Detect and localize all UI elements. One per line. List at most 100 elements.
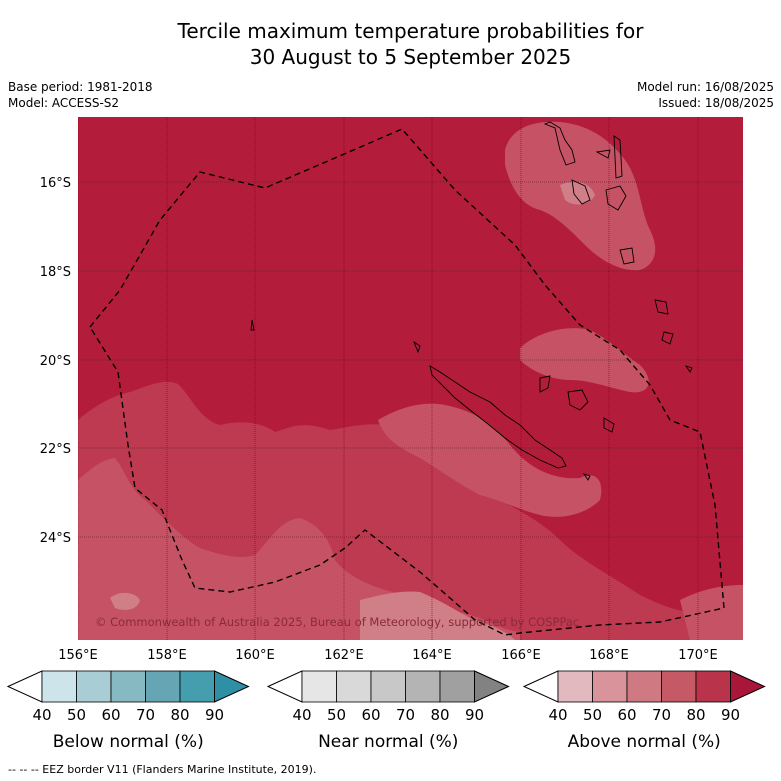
colorbar-tick-label: 50: [67, 706, 86, 724]
lat-tick-label: 20°S: [40, 354, 71, 369]
colorbar-tick-label: 80: [686, 706, 705, 724]
colorbar-max-arrow: [474, 670, 510, 703]
colorbar-tick-label: 70: [136, 706, 155, 724]
colorbar: 40 50 60 70 80 90 Near normal (%): [266, 670, 510, 752]
copyright-text: © Commonwealth of Australia 2025, Bureau…: [95, 615, 579, 629]
island-loyalty-1: [539, 375, 551, 393]
islands: [250, 121, 693, 481]
colorbar-segment: [179, 670, 215, 703]
colorbar-tick-label: 70: [652, 706, 671, 724]
meta-left: Base period: 1981-2018 Model: ACCESS-S2: [8, 79, 153, 111]
prob-field-70-center: [378, 403, 602, 517]
colorbar-segment: [41, 670, 77, 703]
colorbar-tick-label: 50: [583, 706, 602, 724]
title-line-2: 30 August to 5 September 2025: [249, 45, 572, 69]
colorbar-tick-label: 60: [101, 706, 120, 724]
colorbar-segment: [110, 670, 146, 703]
colorbar-tick-label: 50: [327, 706, 346, 724]
eez-border: [89, 128, 725, 636]
colorbar-segment: [301, 670, 337, 703]
lat-tick-label: 16°S: [40, 176, 71, 191]
colorbar-min-arrow: [522, 670, 559, 703]
model-run: Model run: 16/08/2025: [636, 80, 774, 94]
colorbar-tick-label: 60: [361, 706, 380, 724]
longitude-labels: 156°E 158°E 160°E 162°E 164°E 166°E 168°E 170°E: [58, 648, 718, 663]
lon-tick-label: 160°E: [235, 648, 275, 663]
island-tanna: [654, 299, 669, 315]
eez-border-line: [89, 128, 725, 636]
colorbar-tick-label: 70: [396, 706, 415, 724]
colorbar-tick-label: 60: [617, 706, 636, 724]
colorbar-segment: [592, 670, 628, 703]
colorbar-segment: [439, 670, 475, 703]
island-chesterfield: [250, 319, 255, 331]
prob-field-80-southeast: [680, 585, 743, 640]
colorbar-segment: [145, 670, 181, 703]
meta-right: Model run: 16/08/2025 Issued: 18/08/2025: [637, 79, 774, 111]
lon-tick-label: 162°E: [324, 648, 364, 663]
island-matthew: [684, 365, 693, 373]
island-malekula: [571, 179, 591, 205]
lat-tick-label: 22°S: [40, 442, 71, 457]
colorbar-tick-label: 40: [32, 706, 51, 724]
latitude-labels: 16°S 18°S 20°S 22°S 24°S: [40, 176, 71, 546]
map-panel: [78, 117, 743, 640]
island-efate: [605, 185, 627, 211]
island-erromango: [619, 247, 635, 265]
colorbar-tick-label: 40: [292, 706, 311, 724]
lat-tick-label: 18°S: [40, 265, 71, 280]
island-aneityum: [661, 331, 674, 345]
lon-tick-label: 158°E: [147, 648, 187, 663]
colorbar-label: Below normal (%): [53, 732, 204, 752]
colorbar-segment: [557, 670, 593, 703]
eez-legend-footer: -- -- -- EEZ border V11 (Flanders Marine…: [8, 763, 317, 776]
base-period: Base period: 1981-2018: [8, 80, 153, 94]
prob-field-70-southwest: [78, 458, 520, 640]
lat-tick-label: 24°S: [40, 531, 71, 546]
colorbar-tick-label: 80: [430, 706, 449, 724]
title-line-1: Tercile maximum temperature probabilitie…: [177, 19, 644, 43]
island-pentecost: [613, 135, 623, 179]
island-ambae: [595, 149, 611, 159]
colorbar-max-arrow: [730, 670, 766, 703]
prob-field-60-east: [560, 181, 595, 205]
colorbar-segment: [626, 670, 662, 703]
colorbar-min-arrow: [266, 670, 303, 703]
colorbar-segment: [370, 670, 406, 703]
colorbar-min-arrow: [6, 670, 43, 703]
prob-field-60-south: [360, 591, 515, 640]
lon-tick-label: 166°E: [501, 648, 541, 663]
colorbar-tick-label: 80: [170, 706, 189, 724]
island-belep: [413, 340, 421, 354]
island-espiritu-santo: [543, 121, 576, 166]
colorbar-tick-label: 90: [465, 706, 484, 724]
colorbar-segment: [336, 670, 372, 703]
issued-date: Issued: 18/08/2025: [658, 96, 774, 110]
colorbar-tick-label: 40: [548, 706, 567, 724]
colorbar-segment: [695, 670, 731, 703]
lon-tick-label: 168°E: [589, 648, 629, 663]
colorbar-segment: [661, 670, 697, 703]
colorbar-segment: [405, 670, 441, 703]
island-new-caledonia: [429, 365, 567, 469]
island-loyalty-2: [567, 389, 589, 411]
colorbar-tick-label: 90: [205, 706, 224, 724]
model-name: Model: ACCESS-S2: [8, 96, 120, 110]
map-title: Tercile maximum temperature probabilitie…: [0, 18, 781, 70]
colorbar-label: Near normal (%): [318, 732, 458, 752]
lon-tick-label: 156°E: [58, 648, 98, 663]
colorbar-segment: [76, 670, 112, 703]
lon-tick-label: 170°E: [678, 648, 718, 663]
prob-field-60-spot: [110, 592, 140, 610]
island-isle-of-pines: [582, 473, 591, 481]
colorbar-max-arrow: [214, 670, 250, 703]
colorbar-tick-label: 90: [721, 706, 740, 724]
island-loyalty-3: [603, 417, 615, 433]
colorbar-label: Above normal (%): [568, 732, 721, 752]
lon-tick-label: 164°E: [412, 648, 452, 663]
graticule: [78, 117, 743, 640]
